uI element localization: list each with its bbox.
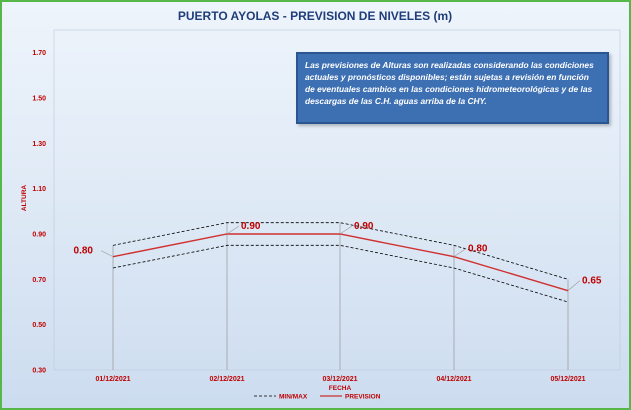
y-axis-label: ALTURA — [21, 185, 28, 212]
data-label: 0.65 — [582, 276, 602, 287]
chart-title: PUERTO AYOLAS - PREVISION DE NIVELES (m) — [178, 9, 452, 23]
data-label-leader — [567, 280, 581, 291]
plot-area — [53, 29, 621, 371]
legend: MIN/MAX PREVISION — [254, 394, 381, 401]
data-label: 0.80 — [468, 244, 488, 255]
x-tick-label: 03/12/2021 — [322, 376, 357, 383]
x-axis-ticks: 01/12/2021 02/12/2021 03/12/2021 04/12/2021… — [95, 376, 585, 383]
x-tick-label: 02/12/2021 — [209, 376, 244, 383]
forecast-note: Las previsiones de Alturas son realizada… — [296, 52, 609, 124]
minmax-min-line — [112, 244, 569, 303]
data-label: 0.80 — [74, 246, 94, 257]
x-axis-label: FECHA — [329, 385, 352, 392]
data-label-leader — [100, 250, 114, 257]
prevision-line — [112, 233, 569, 292]
legend-minmax-label: MIN/MAX — [279, 394, 308, 401]
legend-prevision-label: PREVISION — [345, 394, 381, 401]
minmax-max-line — [112, 222, 569, 280]
x-tick-label: 05/12/2021 — [550, 376, 585, 383]
y-tick-label: 1.10 — [32, 186, 46, 193]
data-label-leader — [453, 248, 467, 257]
series-group — [112, 222, 569, 303]
x-tick-label: 01/12/2021 — [95, 376, 130, 383]
y-tick-label: 1.30 — [32, 141, 46, 148]
data-label-leader — [339, 225, 353, 235]
y-tick-label: 0.90 — [32, 232, 46, 239]
y-tick-label: 1.70 — [32, 50, 46, 57]
y-tick-label: 0.70 — [32, 277, 46, 284]
y-tick-label: 0.50 — [32, 322, 46, 329]
category-drop-lines — [112, 222, 569, 370]
data-label: 0.90 — [241, 221, 261, 232]
x-tick-label: 04/12/2021 — [436, 376, 471, 383]
y-tick-label: 0.30 — [32, 368, 46, 375]
data-labels: 0.80 0.90 0.90 0.80 0.65 — [74, 221, 602, 291]
data-label-leader — [226, 225, 240, 235]
y-axis-ticks: 0.30 0.50 0.70 0.90 1.10 1.30 1.50 1.70 — [32, 50, 46, 374]
data-label: 0.90 — [354, 221, 374, 232]
y-tick-label: 1.50 — [32, 96, 46, 103]
